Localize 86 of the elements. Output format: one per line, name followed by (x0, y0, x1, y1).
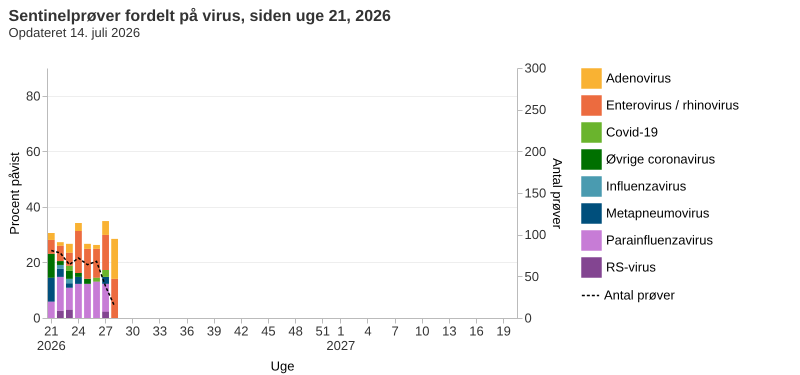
bar (93, 278, 100, 282)
bar (66, 270, 73, 279)
x-tick-label: 42 (234, 324, 249, 338)
bar (56, 310, 64, 318)
bar (93, 282, 100, 318)
x-tick-label: 45 (261, 324, 276, 338)
bar (111, 278, 118, 318)
bar (84, 278, 91, 284)
bar (75, 276, 82, 284)
bar (66, 310, 73, 318)
chart-title: Sentinelprøver fordelt på virus, siden uge 21, 2026 (8, 7, 391, 25)
legend-label: Øvrige coronavirus (606, 152, 716, 166)
legend-label: Influenzavirus (606, 178, 687, 194)
y-tick-label: 60 (26, 144, 40, 159)
legend-label: Enterovirus / rhinovirus (606, 98, 740, 112)
x-tick-label: 4 (364, 324, 372, 338)
legend-label: Antal prøver (604, 288, 676, 302)
text: 2027 (326, 338, 356, 353)
bar (66, 278, 73, 284)
y2-tick-label: 200 (524, 144, 546, 159)
bar (66, 244, 73, 253)
x-tick-label: 13 (442, 324, 457, 338)
x-tick-label: 19 (496, 324, 511, 338)
x-tick-label: 33 (152, 324, 168, 338)
x-tick-label: 30 (125, 324, 140, 338)
y-axis-title: Procent påvist (7, 152, 22, 235)
bar (75, 284, 82, 318)
y2-tick-label: 0 (524, 310, 532, 326)
bar (56, 264, 64, 269)
legend-label: Adenovirus (606, 70, 672, 86)
y2-tick-label: 300 (524, 60, 546, 76)
bar (102, 270, 109, 277)
bar (84, 284, 91, 318)
x-tick-label: 39 (206, 324, 222, 338)
y-tick-label: 20 (26, 254, 40, 270)
y2-axis-title: Antal prøver (550, 158, 566, 230)
bar (111, 238, 118, 279)
bar (75, 231, 82, 273)
line-series (50, 250, 116, 308)
bar (84, 244, 91, 249)
y-tick-label: 0 (33, 310, 40, 326)
legend-label: Metapneumovirus (606, 206, 710, 220)
x-tick-label: 10 (414, 324, 430, 338)
x-tick-label: 1 (337, 324, 344, 338)
x-tick-label: 16 (469, 324, 484, 338)
bar (48, 240, 55, 254)
bar (56, 261, 64, 265)
bar (66, 288, 73, 310)
bar (93, 244, 100, 249)
bar (84, 248, 91, 279)
chart-subtitle: Opdateret 14. juli 2026 (8, 25, 140, 40)
bar (66, 266, 73, 271)
bar (48, 278, 55, 302)
x-tick-label: 21 (44, 324, 59, 338)
y-tick-label: 40 (26, 199, 40, 214)
x-tick-label: 7 (391, 324, 399, 338)
legend-label: Parainfluenzavirus (606, 232, 714, 248)
bar (48, 302, 55, 318)
bar (102, 221, 109, 235)
bar (93, 248, 100, 278)
bar (56, 268, 64, 277)
y2-tick-label: 100 (524, 227, 546, 242)
bar (56, 242, 64, 246)
bar (56, 276, 64, 311)
bar (66, 252, 73, 266)
y2-tick-label: 250 (524, 102, 546, 118)
x-tick-label: 24 (71, 324, 86, 338)
bar (102, 284, 109, 312)
bar (75, 223, 82, 232)
bar (66, 283, 73, 288)
bar (48, 233, 55, 240)
bar (102, 312, 109, 318)
legend-label: Covid-19 (606, 124, 658, 140)
legend-label: RS-virus (606, 260, 656, 274)
x-tick-label: 27 (98, 324, 113, 338)
text: 2026 (36, 338, 66, 353)
y-tick-label: 80 (26, 88, 40, 104)
y2-tick-label: 150 (524, 186, 546, 200)
x-tick-label: 51 (315, 324, 330, 338)
bar (75, 273, 82, 277)
bar (102, 234, 109, 270)
y2-tick-label: 50 (524, 268, 539, 284)
x-tick-label: 48 (288, 324, 303, 338)
bar (48, 254, 55, 278)
x-axis-title: Uge (270, 358, 294, 374)
x-tick-label: 36 (180, 324, 194, 338)
